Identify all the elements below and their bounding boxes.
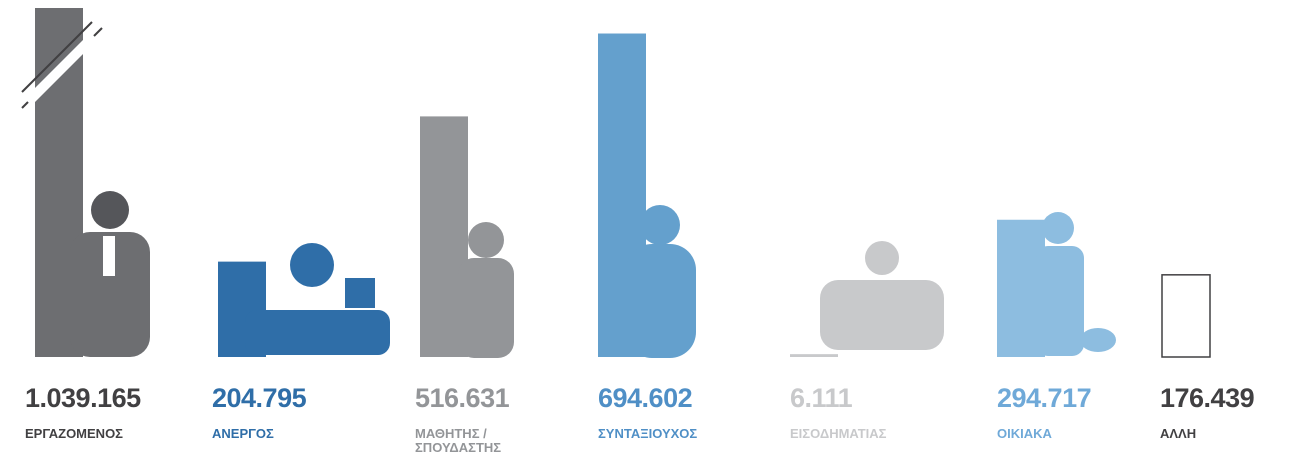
icon-body (626, 244, 696, 358)
icon-head (91, 191, 129, 229)
icon-bench (245, 310, 390, 355)
icon-head (1042, 212, 1074, 244)
icon-head (468, 222, 504, 258)
category-label: ΟΙΚΙΑΚΑ (997, 426, 1052, 441)
bar (790, 354, 838, 357)
category-label: ΑΛΛΗ (1160, 426, 1197, 441)
category-label: ΕΙΣΟΔΗΜΑΤΙΑΣ (790, 426, 887, 441)
axis-break (21, 21, 103, 109)
value-label: 204.795 (212, 383, 307, 413)
icon-tie (103, 236, 115, 276)
value-label: 694.602 (598, 383, 693, 413)
category-label: ΑΝΕΡΓΟΣ (212, 426, 274, 441)
value-label: 516.631 (415, 383, 510, 413)
icon-head (865, 241, 899, 275)
icon-mop (1080, 328, 1116, 352)
bars (35, 8, 1211, 358)
category-label: ΕΡΓΑΖΟΜΕΝΟΣ (25, 426, 123, 441)
icon-body (1036, 246, 1084, 356)
icon-head (640, 205, 680, 245)
icon-body (458, 258, 514, 358)
icon-body (70, 232, 150, 357)
value-label: 294.717 (997, 383, 1092, 413)
icons (70, 191, 1116, 358)
category-label: ΜΑΘΗΤΗΣ / ΣΠΟΥΔΑΣΤΗΣ (415, 426, 502, 455)
category-label: ΣΥΝΤΑΞΙΟΥΧΟΣ (598, 426, 698, 441)
value-label: 176.439 (1160, 383, 1255, 413)
value-label: 6.111 (790, 383, 853, 413)
break-gap (24, 32, 98, 106)
bar (1161, 274, 1211, 358)
break-line (21, 21, 93, 93)
icon-head (290, 243, 334, 287)
value-label: 1.039.165 (25, 383, 141, 413)
icon-box (345, 278, 375, 308)
icon-chair (820, 280, 944, 350)
